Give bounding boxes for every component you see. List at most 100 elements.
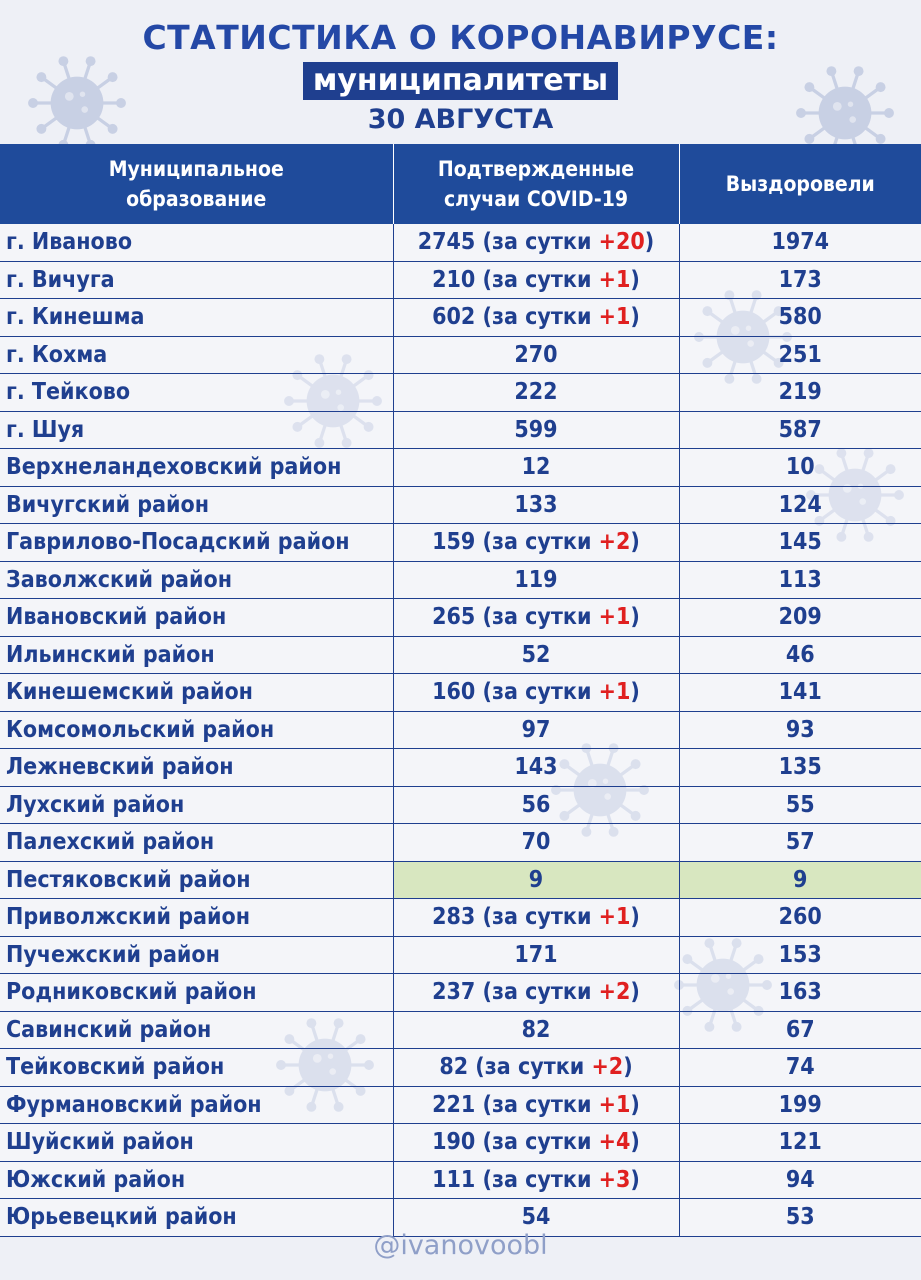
municipality-name: Ивановский район [0,598,394,637]
confirmed-cases: 82 (за сутки +2) [393,1048,680,1087]
confirmed-cases: 171 [393,936,680,974]
daily-increase: +20 [598,229,645,256]
daily-label: за сутки [491,604,592,631]
municipality-name: Шуйский район [0,1123,394,1162]
municipality-name: г. Вичуга [0,261,394,299]
virus-icon [790,58,900,168]
recovered-count: 141 [679,673,921,712]
municipality-name: г. Тейково [0,373,394,412]
recovered-count: 46 [679,636,921,674]
confirmed-cases: 54 [393,1198,680,1237]
table-row: Заволжский район 119 113 [0,561,921,599]
daily-increase: +1 [598,266,631,293]
recovered-count: 10 [679,448,921,487]
confirmed-cases: 9 [393,861,680,899]
table-row: г. Кинешма 602 (за сутки +1) 580 [0,298,921,337]
municipality-name: Лухский район [0,786,394,824]
recovered-count: 93 [679,711,921,749]
table-row: Юрьевецкий район 54 53 [0,1198,921,1237]
recovered-count: 153 [679,936,921,974]
confirmed-cases: 97 [393,711,680,749]
table-row: Ивановский район 265 (за сутки +1) 209 [0,598,921,637]
municipality-name: Вичугский район [0,486,394,524]
daily-increase: +2 [591,1054,624,1081]
confirmed-cases: 70 [393,823,680,862]
confirmed-cases: 82 [393,1011,680,1049]
daily-increase: +3 [598,1166,631,1193]
municipality-name: г. Шуя [0,411,394,449]
table-row: Комсомольский район 97 93 [0,711,921,749]
table-row: Шуйский район 190 (за сутки +4) 121 [0,1123,921,1162]
table-row: Родниковский район 237 (за сутки +2) 163 [0,973,921,1012]
table-row: г. Тейково 222 219 [0,373,921,412]
daily-label: за сутки [484,1054,585,1081]
confirmed-cases: 265 (за сутки +1) [393,598,680,637]
cases-total: 265 [432,604,476,631]
daily-increase: +2 [598,979,631,1006]
recovered-count: 55 [679,786,921,824]
table-header-row: Муниципальное образование Подтвержденные… [0,144,921,224]
confirmed-cases: 56 [393,786,680,824]
cases-total: 210 [432,266,476,293]
municipality-name: г. Иваново [0,224,394,262]
table-row: Лухский район 56 55 [0,786,921,824]
cases-total: 159 [432,529,476,556]
daily-label: за сутки [491,1129,592,1156]
table-row: Приволжский район 283 (за сутки +1) 260 [0,898,921,937]
municipality-name: Пучежский район [0,936,394,974]
municipality-name: Кинешемский район [0,673,394,712]
page-title: СТАТИСТИКА О КОРОНАВИРУСЕ: [142,18,779,57]
recovered-count: 74 [679,1048,921,1087]
recovered-count: 53 [679,1198,921,1237]
municipality-name: Пестяковский район [0,861,394,899]
recovered-count: 209 [679,598,921,637]
confirmed-cases: 270 [393,336,680,374]
column-header-municipality: Муниципальное образование [0,144,394,224]
daily-increase: +2 [598,529,631,556]
column-header-cases: Подтвержденные случаи COVID-19 [393,144,680,224]
cases-total: 160 [432,679,476,706]
cases-total: 111 [432,1166,476,1193]
table-row: Гаврилово-Посадский район 159 (за сутки +… [0,523,921,562]
daily-increase: +1 [598,1091,631,1118]
cases-total: 190 [432,1129,476,1156]
recovered-count: 113 [679,561,921,599]
footer-handle: @ivanovoobl [373,1230,548,1261]
table-row: Лежневский район 143 135 [0,748,921,787]
recovered-count: 580 [679,298,921,337]
daily-increase: +4 [598,1129,631,1156]
page-subtitle: муниципалитеты [302,62,619,100]
recovered-count: 219 [679,373,921,412]
daily-label: за сутки [491,529,592,556]
cases-total: 82 [439,1054,469,1081]
report-date: 30 АВГУСТА [367,104,554,135]
recovered-count: 67 [679,1011,921,1049]
confirmed-cases: 190 (за сутки +4) [393,1123,680,1162]
table-row: Тейковский район 82 (за сутки +2) 74 [0,1048,921,1087]
municipality-name: г. Кинешма [0,298,394,337]
confirmed-cases: 222 [393,373,680,412]
daily-label: за сутки [491,1091,592,1118]
daily-label: за сутки [491,266,592,293]
municipality-name: Комсомольский район [0,711,394,749]
confirmed-cases: 602 (за сутки +1) [393,298,680,337]
table-row: г. Вичуга 210 (за сутки +1) 173 [0,261,921,299]
table-row: Пестяковский район 9 9 [0,861,921,899]
cases-total: 602 [432,304,476,331]
confirmed-cases: 111 (за сутки +3) [393,1161,680,1199]
daily-label: за сутки [491,679,592,706]
cases-total: 283 [432,904,476,931]
cases-total: 237 [432,979,476,1006]
table-row: Кинешемский район 160 (за сутки +1) 141 [0,673,921,712]
table-row: Ильинский район 52 46 [0,636,921,674]
table-row: Вичугский район 133 124 [0,486,921,524]
daily-increase: +1 [598,679,631,706]
municipality-name: Верхнеландеховский район [0,448,394,487]
daily-label: за сутки [491,304,592,331]
recovered-count: 163 [679,973,921,1012]
municipality-name: Лежневский район [0,748,394,787]
confirmed-cases: 119 [393,561,680,599]
confirmed-cases: 143 [393,748,680,787]
municipality-name: Фурмановский район [0,1086,394,1124]
daily-label: за сутки [491,979,592,1006]
